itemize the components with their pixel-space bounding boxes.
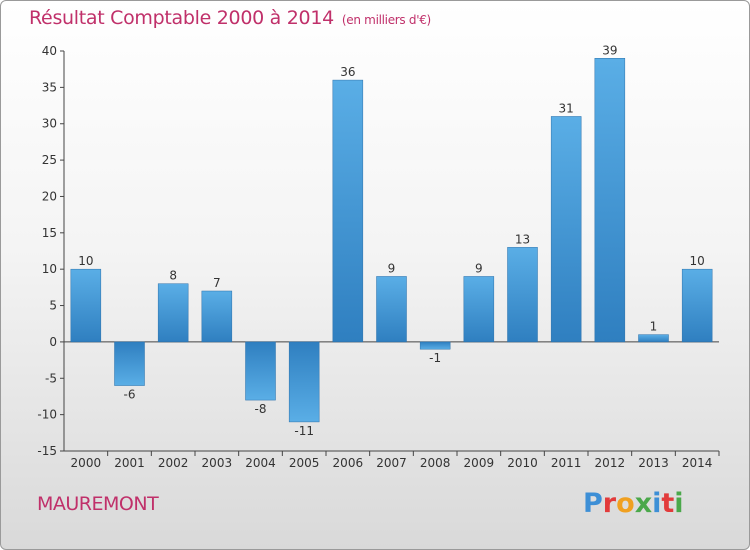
- y-tick-label: -15: [37, 444, 57, 458]
- data-label-2000: 10: [78, 254, 93, 268]
- bar-2006: [332, 79, 364, 343]
- data-label-2005: -11: [294, 424, 314, 438]
- y-tick-label: -10: [37, 408, 57, 422]
- x-tick-label: 2003: [202, 456, 233, 470]
- data-label-2010: 13: [515, 232, 530, 246]
- x-tick-label: 2012: [595, 456, 626, 470]
- data-label-2007: 9: [388, 261, 396, 275]
- x-tick-label: 2009: [464, 456, 495, 470]
- x-tick-label: 2010: [507, 456, 538, 470]
- bar-2013: [638, 334, 669, 343]
- proxiti-logo: Proxiti: [583, 488, 684, 519]
- chart-subtitle: (en milliers d'€): [341, 13, 431, 27]
- bar-2008: [419, 341, 451, 350]
- y-tick-label: 20: [42, 189, 57, 203]
- data-label-2004: -8: [255, 402, 267, 416]
- x-tick-label: 2006: [333, 456, 364, 470]
- data-label-2001: -6: [124, 388, 136, 402]
- data-label-2008: -1: [429, 351, 441, 365]
- x-tick-label: 2011: [551, 456, 582, 470]
- bar-2007: [376, 276, 407, 343]
- x-tick-label: 2001: [114, 456, 145, 470]
- data-label-2009: 9: [475, 261, 483, 275]
- y-tick-label: 30: [42, 117, 57, 131]
- chart-title-text: Résultat Comptable 2000 à 2014: [29, 7, 334, 29]
- x-tick-label: 2002: [158, 456, 189, 470]
- logo-letter: t: [661, 488, 675, 519]
- x-tick-label: 2007: [376, 456, 407, 470]
- bar-2003: [201, 290, 233, 343]
- bar-2000: [70, 268, 102, 343]
- y-tick-label: 40: [42, 44, 57, 58]
- logo-letter: x: [634, 488, 653, 519]
- data-label-2011: 31: [559, 101, 574, 115]
- logo-letter: i: [674, 488, 684, 519]
- logo-letter: r: [602, 488, 617, 519]
- chart-bars: [70, 58, 713, 423]
- bar-2009: [463, 276, 495, 343]
- logo-letter: P: [583, 488, 603, 519]
- logo-letter: i: [652, 488, 662, 519]
- data-label-2003: 7: [213, 276, 221, 290]
- x-tick-label: 2008: [420, 456, 451, 470]
- bar-2010: [507, 247, 538, 343]
- x-tick-label: 2005: [289, 456, 320, 470]
- chart-title: Résultat Comptable 2000 à 2014 (en millie…: [29, 7, 431, 29]
- town-name: MAUREMONT: [37, 493, 159, 515]
- data-label-2012: 39: [602, 43, 617, 57]
- y-tick-label: 35: [42, 80, 57, 94]
- x-tick-label: 2014: [682, 456, 713, 470]
- data-label-2006: 36: [340, 65, 355, 79]
- bar-2011: [550, 116, 582, 343]
- bar-2001: [114, 341, 145, 386]
- y-tick-label: 5: [49, 299, 57, 313]
- bar-2004: [245, 341, 276, 401]
- y-tick-label: -5: [45, 371, 57, 385]
- y-tick-label: 25: [42, 153, 57, 167]
- bar-2002: [157, 283, 189, 343]
- y-tick-label: 0: [49, 335, 57, 349]
- bar-2012: [594, 58, 626, 343]
- y-tick-label: 10: [42, 262, 57, 276]
- x-tick-label: 2004: [245, 456, 276, 470]
- logo-letter: o: [616, 488, 635, 519]
- x-tick-label: 2000: [71, 456, 102, 470]
- data-label-2014: 10: [690, 254, 705, 268]
- bar-2014: [681, 268, 713, 343]
- data-label-2002: 8: [169, 269, 177, 283]
- y-tick-label: 15: [42, 226, 57, 240]
- chart-data-labels: 10 -6 8 7 -8 -11 36 9 -1 9 13 31 39 1 10: [78, 43, 705, 438]
- chart-axes: 40 35 30 25 20 15 10 5 0 -5 -10 -15 2000 2001 2002 2003…: [37, 44, 720, 470]
- data-label-2013: 1: [650, 320, 658, 334]
- x-tick-label: 2013: [638, 456, 669, 470]
- bar-2005: [288, 341, 320, 423]
